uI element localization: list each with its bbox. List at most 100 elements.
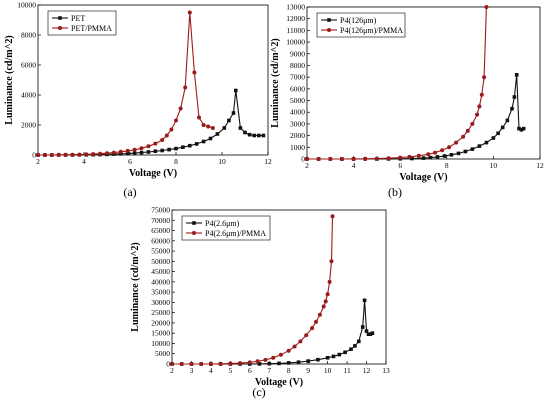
data-point-circle [465, 128, 470, 133]
data-point-circle [164, 133, 169, 138]
data-point-circle [118, 149, 123, 154]
y-tick-label: 55000 [151, 247, 170, 256]
x-tick-label: 3 [190, 366, 194, 375]
data-point-square [247, 132, 252, 137]
x-tick-label: 7 [267, 366, 271, 375]
x-tick-label: 6 [248, 366, 252, 375]
x-tick-label: 9 [306, 366, 310, 375]
data-point-square [421, 156, 426, 160]
y-tick-label: 4000 [21, 91, 36, 100]
data-point-square [208, 136, 213, 141]
data-point-square [349, 347, 353, 351]
x-tick-label: 10 [490, 161, 498, 170]
data-point-circle [56, 152, 61, 157]
data-point-circle [310, 326, 315, 331]
data-point-circle [199, 362, 204, 366]
legend-marker-circle [58, 26, 62, 30]
series-pmma [36, 10, 215, 157]
y-tick-label: 60000 [151, 236, 170, 245]
legend: P4(126μm)P4(126μm)/PMMA [316, 12, 406, 38]
legend-box [47, 10, 117, 36]
data-point-circle [475, 112, 480, 117]
data-point-circle [328, 157, 333, 161]
legend-entry: PET [71, 14, 85, 23]
x-tick-label: 11 [343, 366, 350, 375]
x-tick-label: 5 [228, 366, 232, 375]
data-point-square [370, 331, 375, 335]
data-point-circle [416, 153, 421, 158]
x-tick-label: 12 [363, 366, 371, 375]
data-point-square [343, 350, 347, 355]
data-point-square [316, 357, 320, 362]
y-tick-label: 7000 [290, 73, 305, 82]
series-pmma [305, 5, 489, 161]
data-point-circle [298, 339, 303, 344]
data-point-square [435, 155, 440, 159]
data-point-circle [321, 304, 326, 309]
legend-entry: P4(126μm) [340, 16, 377, 25]
data-point-circle [201, 123, 206, 127]
y-tick-label: 25000 [151, 308, 170, 317]
data-point-square [456, 151, 461, 156]
data-point-circle [255, 359, 260, 364]
data-point-square [234, 88, 238, 93]
data-point-circle [329, 259, 334, 264]
data-point-circle [330, 214, 335, 219]
y-tick-label: 2000 [21, 121, 36, 130]
data-point-square [201, 139, 206, 144]
data-point-square [188, 143, 192, 148]
data-point-circle [447, 145, 452, 150]
x-tick-label: 13 [382, 366, 390, 375]
data-point-square [514, 73, 519, 77]
data-point-circle [454, 140, 459, 145]
data-point-circle [292, 344, 297, 349]
data-point-square [194, 142, 199, 146]
x-tick-label: 4 [82, 157, 86, 166]
y-tick-label: 0 [32, 151, 36, 160]
data-point-circle [170, 362, 174, 366]
legend-entry: P4(2.6μm) [205, 219, 240, 228]
data-point-square [222, 126, 227, 130]
panel-label: (a) [123, 185, 136, 199]
data-point-circle [206, 124, 211, 129]
y-tick-label: 0 [166, 360, 170, 369]
x-tick-label: 8 [445, 161, 449, 170]
series-line [172, 300, 373, 365]
legend-marker-circle [192, 231, 196, 235]
series-base [305, 73, 526, 161]
data-point-square [243, 130, 247, 135]
y-axis-label: Luminance (cd/m^2) [270, 38, 281, 127]
x-tick-label: 12 [536, 161, 544, 170]
data-point-circle [132, 147, 137, 152]
data-point-circle [189, 362, 194, 366]
data-point-square [517, 126, 521, 131]
data-point-square [449, 153, 454, 157]
x-tick-label: 2 [305, 161, 309, 170]
data-point-square [286, 361, 291, 365]
data-point-square [463, 149, 468, 154]
data-point-square [139, 150, 144, 155]
y-tick-label: 6000 [21, 61, 36, 70]
data-point-square [496, 131, 500, 136]
data-point-circle [351, 156, 356, 161]
x-tick-label: 8 [174, 157, 178, 166]
x-tick-label: 8 [287, 366, 291, 375]
legend-entry: P4(126μm)/PMMA [340, 26, 403, 35]
x-tick-label: 2 [36, 157, 40, 166]
y-tick-label: 5000 [290, 96, 305, 105]
data-point-square [410, 156, 414, 161]
y-tick-label: 35000 [151, 288, 170, 297]
data-point-circle [125, 148, 130, 153]
data-point-circle [187, 10, 192, 15]
data-point-circle [183, 85, 188, 90]
data-point-square [512, 95, 517, 99]
data-point-circle [325, 292, 330, 297]
series-pmma [170, 214, 335, 366]
data-point-circle [208, 362, 213, 366]
data-point-circle [477, 104, 482, 109]
data-point-circle [192, 70, 197, 75]
panel-a: 2 4 6 8 10 12 0 2000 4000 6000 8000 10000 Voltage (V… [4, 1, 272, 200]
x-axis-label: Voltage (V) [129, 168, 177, 179]
